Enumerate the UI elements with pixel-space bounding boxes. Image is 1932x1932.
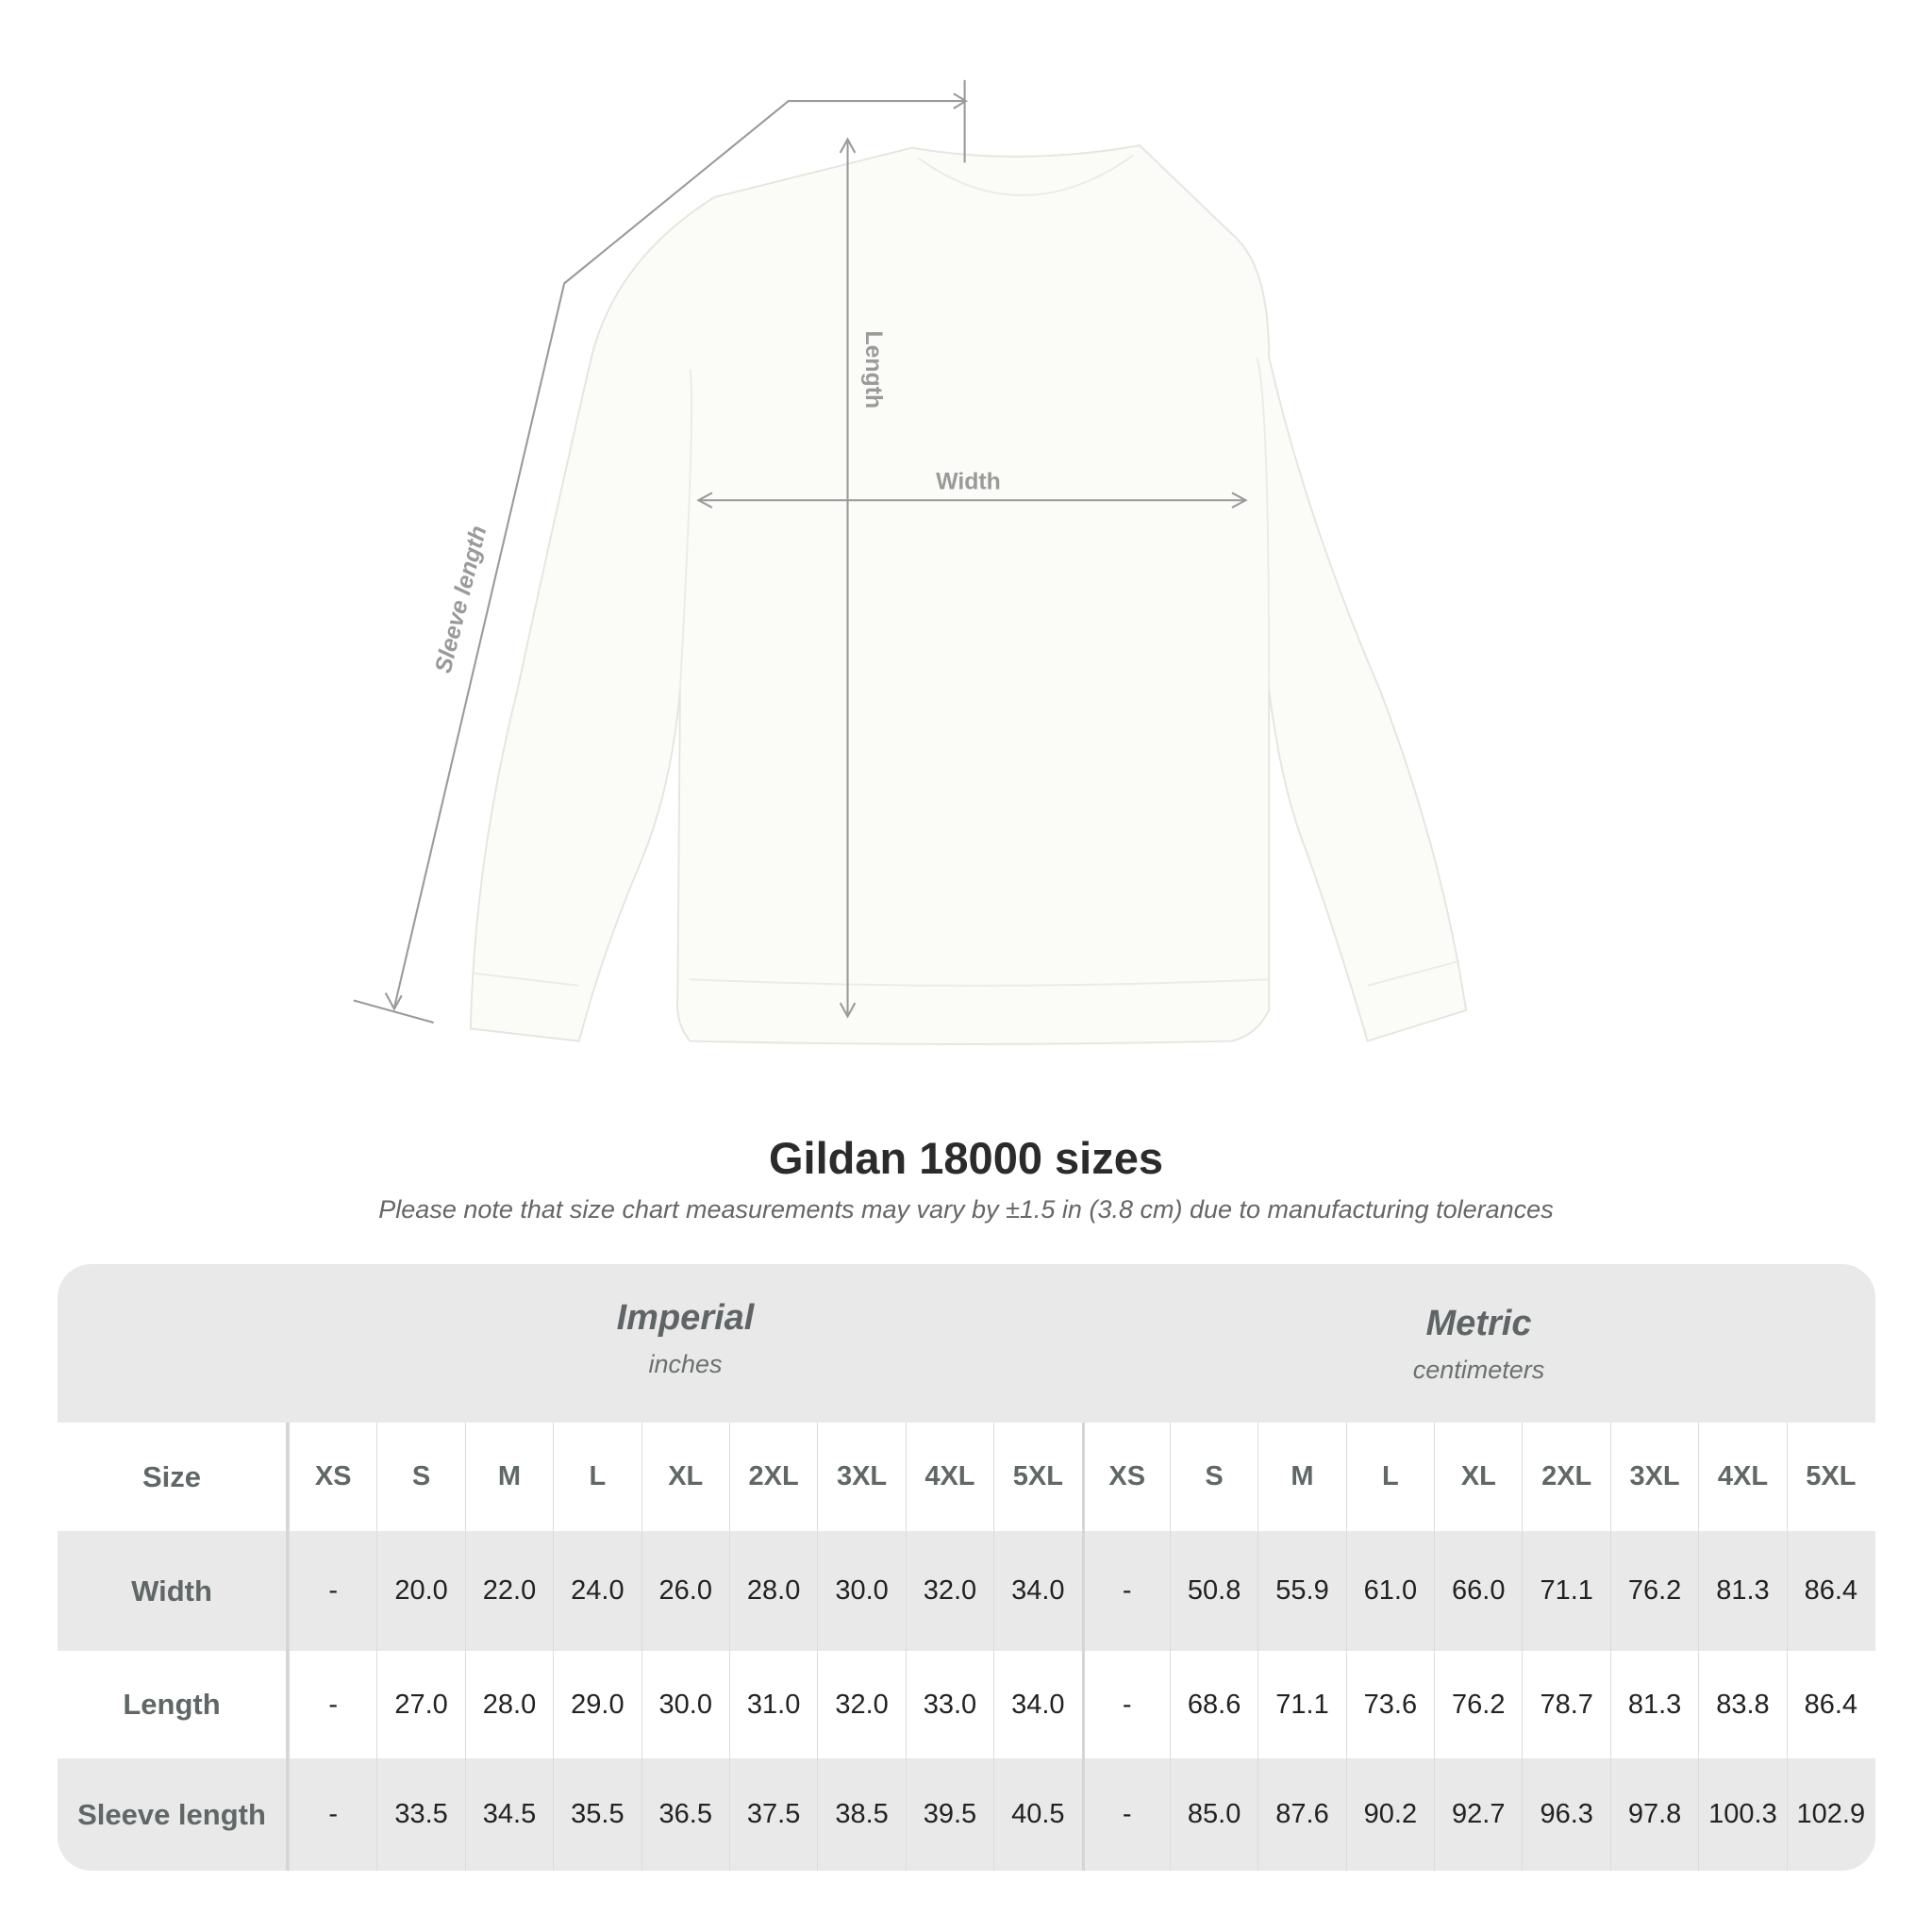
sweatshirt-measurement-diagram: Length Width Sleeve length [353, 79, 1468, 1045]
metric-size-header: XL [1434, 1423, 1522, 1531]
tolerance-note: Please note that size chart measurements… [378, 1195, 1554, 1224]
imperial-value-cell: 34.0 [993, 1531, 1081, 1651]
imperial-unit: inches [648, 1350, 723, 1378]
imperial-value-cell: 37.5 [728, 1758, 817, 1871]
imperial-size-header: XL [641, 1423, 729, 1531]
imperial-value-cell: 28.0 [464, 1651, 553, 1758]
table-group-header: Imperial inches Metric centimeters [58, 1264, 1875, 1423]
imperial-value-cell: 28.0 [728, 1531, 817, 1651]
metric-value-cell: - [1081, 1651, 1170, 1758]
page-title: Gildan 18000 sizes [768, 1133, 1164, 1183]
metric-value-cell: 85.0 [1169, 1758, 1257, 1871]
imperial-value-cell: 34.0 [993, 1651, 1081, 1758]
imperial-value-cell: 26.0 [641, 1531, 729, 1651]
imperial-value-cell: 40.5 [993, 1758, 1081, 1871]
metric-value-cell: 66.0 [1434, 1531, 1522, 1651]
imperial-value-cell: 31.0 [728, 1651, 817, 1758]
metric-value-cell: 61.0 [1345, 1531, 1434, 1651]
metric-value-cell: 68.6 [1169, 1651, 1257, 1758]
metric-value-cell: 55.9 [1257, 1531, 1345, 1651]
metric-value-cell: 100.3 [1698, 1758, 1786, 1871]
imperial-value-cell: 30.0 [817, 1531, 905, 1651]
imperial-value-cell: 32.0 [905, 1531, 993, 1651]
row-label: Length [58, 1651, 289, 1758]
sleeve-length-label: Sleeve length [431, 524, 492, 676]
metric-value-cell: 86.4 [1786, 1651, 1874, 1758]
imperial-size-header: L [553, 1423, 641, 1531]
imperial-size-header: XS [289, 1423, 376, 1531]
table-row: Sleeve length -33.5 34.5 35.5 36.5 37.5 38.5 39… [58, 1758, 1875, 1871]
imperial-value-cell: 32.0 [817, 1651, 905, 1758]
table-row: Length -27.0 28.0 29.0 30.0 31.0 32.0 33.0 34.0-… [58, 1651, 1875, 1758]
metric-size-header: 2XL [1522, 1423, 1609, 1531]
imperial-value-cell: 22.0 [464, 1531, 553, 1651]
row-label: Width [58, 1531, 289, 1651]
metric-value-cell: 76.2 [1434, 1651, 1522, 1758]
metric-group: Metric centimeters [1082, 1304, 1875, 1385]
width-label: Width [936, 469, 1001, 494]
metric-value-cell: - [1081, 1531, 1170, 1651]
imperial-value-cell: 24.0 [553, 1531, 641, 1651]
imperial-group: Imperial inches [289, 1298, 1082, 1379]
imperial-value-cell: - [289, 1758, 376, 1871]
metric-value-cell: 96.3 [1522, 1758, 1609, 1871]
imperial-value-cell: 39.5 [905, 1758, 993, 1871]
metric-value-cell: 92.7 [1434, 1758, 1522, 1871]
metric-value-cell: 81.3 [1698, 1531, 1786, 1651]
sweatshirt-illustration [469, 144, 1468, 1045]
metric-value-cell: 73.6 [1345, 1651, 1434, 1758]
metric-value-cell: 71.1 [1257, 1651, 1345, 1758]
size-label: Size [58, 1423, 289, 1531]
imperial-size-header: 2XL [728, 1423, 817, 1531]
metric-unit: centimeters [1412, 1356, 1545, 1384]
metric-value-cell: 97.8 [1609, 1758, 1698, 1871]
imperial-title: Imperial [616, 1298, 755, 1338]
imperial-value-cell: - [289, 1651, 376, 1758]
metric-size-header: S [1169, 1423, 1257, 1531]
length-arrow [839, 137, 857, 1019]
metric-size-header: 5XL [1786, 1423, 1874, 1531]
metric-value-cell: 81.3 [1609, 1651, 1698, 1758]
metric-size-header: L [1345, 1423, 1434, 1531]
imperial-value-cell: 20.0 [376, 1531, 464, 1651]
sleeve-length-arrow [353, 79, 968, 1024]
metric-value-cell: 71.1 [1522, 1531, 1609, 1651]
metric-value-cell: 87.6 [1257, 1758, 1345, 1871]
imperial-value-cell: 29.0 [553, 1651, 641, 1758]
imperial-value-cell: 30.0 [641, 1651, 729, 1758]
width-arrow [696, 491, 1248, 508]
imperial-value-cell: 33.0 [905, 1651, 993, 1758]
imperial-value-cell: 38.5 [817, 1758, 905, 1871]
imperial-value-cell: - [289, 1531, 376, 1651]
length-label: Length [860, 330, 886, 408]
metric-size-header: M [1257, 1423, 1345, 1531]
row-label: Sleeve length [58, 1758, 289, 1871]
metric-title: Metric [1425, 1304, 1532, 1343]
metric-size-header: XS [1081, 1423, 1170, 1531]
metric-value-cell: 90.2 [1345, 1758, 1434, 1871]
imperial-value-cell: 36.5 [641, 1758, 729, 1871]
metric-value-cell: - [1081, 1758, 1170, 1871]
size-header-row: Size XS S M L XL 2XL 3XL 4XL 5XL XS S M L XL 2XL 3XL 4XL 5… [58, 1423, 1875, 1531]
imperial-size-header: 5XL [993, 1423, 1081, 1531]
imperial-size-header: M [464, 1423, 553, 1531]
imperial-size-header: 4XL [905, 1423, 993, 1531]
imperial-value-cell: 27.0 [376, 1651, 464, 1758]
metric-size-header: 3XL [1609, 1423, 1698, 1531]
imperial-value-cell: 33.5 [376, 1758, 464, 1871]
metric-value-cell: 86.4 [1786, 1531, 1874, 1651]
metric-value-cell: 78.7 [1522, 1651, 1609, 1758]
metric-value-cell: 102.9 [1786, 1758, 1874, 1871]
metric-value-cell: 76.2 [1609, 1531, 1698, 1651]
table-row: Width -20.0 22.0 24.0 26.0 28.0 30.0 32.0 34.0-5… [58, 1531, 1875, 1651]
imperial-size-header: S [376, 1423, 464, 1531]
metric-size-header: 4XL [1698, 1423, 1786, 1531]
imperial-value-cell: 34.5 [464, 1758, 553, 1871]
metric-value-cell: 50.8 [1169, 1531, 1257, 1651]
size-chart-table: Imperial inches Metric centimeters Size X… [58, 1264, 1875, 1871]
imperial-size-header: 3XL [817, 1423, 905, 1531]
metric-value-cell: 83.8 [1698, 1651, 1786, 1758]
imperial-value-cell: 35.5 [553, 1758, 641, 1871]
